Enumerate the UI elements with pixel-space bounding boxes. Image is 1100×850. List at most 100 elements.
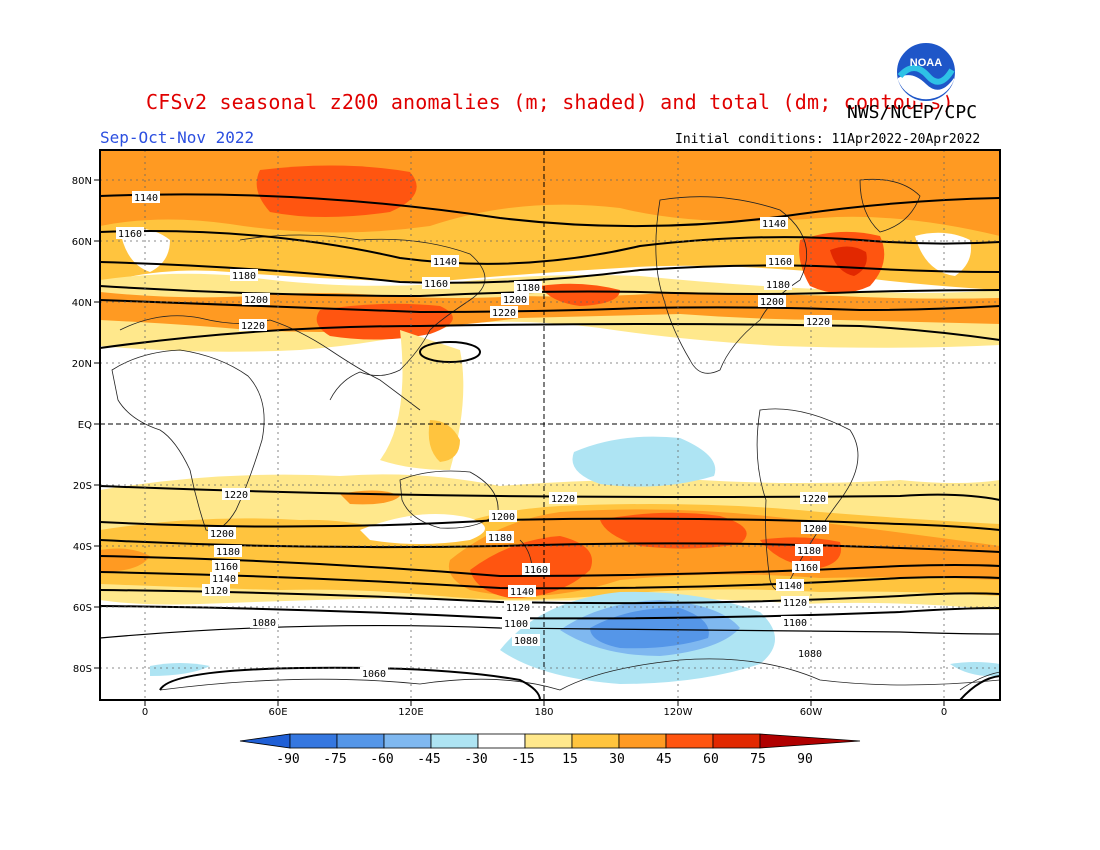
contour-label: 1200 xyxy=(503,295,527,306)
contour-label: 1180 xyxy=(516,283,540,294)
contour-label: 1160 xyxy=(118,229,142,240)
colorbar-high-arrow xyxy=(759,733,861,749)
colorbar-segment xyxy=(618,733,667,749)
contour-label-bg xyxy=(208,527,236,539)
contour-label-bg xyxy=(764,278,792,290)
colorbar-tick-label: 30 xyxy=(609,752,625,767)
contour-label: 1160 xyxy=(214,562,238,573)
contour-label: 1100 xyxy=(783,618,807,629)
map-frame xyxy=(99,149,1001,701)
map-title: CFSv2 seasonal z200 anomalies (m; shaded… xyxy=(146,90,954,114)
colorbar-segment xyxy=(430,733,479,749)
colorbar-segment xyxy=(571,733,620,749)
contour-label-bg xyxy=(800,492,828,504)
colorbar-tick-label: 90 xyxy=(797,752,813,767)
contour-label: 1080 xyxy=(798,649,822,660)
contour-label: 1180 xyxy=(766,280,790,291)
lon-tick-label: 120E xyxy=(398,707,423,718)
lat-tick-label: 80S xyxy=(73,664,92,675)
colorbar-segment xyxy=(665,733,714,749)
contour-label: 1080 xyxy=(514,636,538,647)
contour-label: 1120 xyxy=(204,586,228,597)
contour-label: 1160 xyxy=(524,565,548,576)
contour-label: 1220 xyxy=(806,317,830,328)
contour-label: 1080 xyxy=(252,618,276,629)
contour-label-bg xyxy=(781,616,809,628)
colorbar-segment xyxy=(477,733,526,749)
contour-label-bg xyxy=(210,572,238,584)
contour-label: 1140 xyxy=(433,257,457,268)
contour-label-bg xyxy=(504,601,532,613)
contour-label: 1200 xyxy=(760,297,784,308)
lat-tick-label: EQ xyxy=(78,420,92,431)
contour-label: 1200 xyxy=(803,524,827,535)
lat-tick-label: 60N xyxy=(72,237,92,248)
contour-label: 1200 xyxy=(491,512,515,523)
contour-label-bg xyxy=(508,585,536,597)
longitude-ticks: 0 60E 120E 180 120W 60W 0 xyxy=(142,700,947,718)
contour-label: 1180 xyxy=(797,546,821,557)
contour-label-bg xyxy=(116,227,144,239)
lat-tick-label: 80N xyxy=(72,176,92,187)
contour-label: 1140 xyxy=(510,587,534,598)
contour-label-bg xyxy=(132,191,160,203)
contour-label-bg xyxy=(486,531,514,543)
colorbar-segment xyxy=(289,733,338,749)
contour-label: 1120 xyxy=(783,598,807,609)
lon-tick-label: 60W xyxy=(800,707,823,718)
contour-label: 1140 xyxy=(134,193,158,204)
initial-conditions-label: Initial conditions: 11Apr2022-20Apr2022 xyxy=(675,132,981,147)
contour-label: 1140 xyxy=(762,219,786,230)
lat-tick-label: 40S xyxy=(73,542,92,553)
colorbar-segment xyxy=(712,733,761,749)
colorbar-tick-label: 45 xyxy=(656,752,672,767)
contour-label-bg xyxy=(760,217,788,229)
contour-label-bg xyxy=(792,561,820,573)
contour-label: 1160 xyxy=(768,257,792,268)
contour-label-bg xyxy=(512,634,540,646)
contour-label-bg xyxy=(230,269,258,281)
contour-label-bg xyxy=(781,596,809,608)
colorbar-tick-label: -60 xyxy=(370,752,393,767)
contour-label: 1180 xyxy=(216,547,240,558)
contour-label-bg xyxy=(489,510,517,522)
lon-tick-label: 120W xyxy=(664,707,693,718)
colorbar-tick-label: -30 xyxy=(464,752,487,767)
contour-label-bg xyxy=(758,295,786,307)
contour-label: 1120 xyxy=(506,603,530,614)
colorbar-segment xyxy=(524,733,573,749)
height-contours xyxy=(100,193,1000,700)
contour-label: 1220 xyxy=(551,494,575,505)
contour-label-bg xyxy=(514,281,542,293)
contour-label: 1140 xyxy=(778,581,802,592)
contour-label-bg xyxy=(776,579,804,591)
colorbar-tick-label: 75 xyxy=(750,752,766,767)
svg-text:NOAA: NOAA xyxy=(910,57,942,69)
contour-label-bg xyxy=(212,560,240,572)
contour-label-bg xyxy=(502,617,530,629)
contour-label: 1160 xyxy=(794,563,818,574)
contour-label: 1220 xyxy=(802,494,826,505)
contour-label-bg xyxy=(801,522,829,534)
contour-label-bg xyxy=(242,293,270,305)
lon-tick-label: 0 xyxy=(142,707,148,718)
lat-tick-label: 60S xyxy=(73,603,92,614)
colorbar-segment xyxy=(336,733,385,749)
contour-label: 1060 xyxy=(362,669,386,680)
lat-tick-label: 40N xyxy=(72,298,92,309)
contour-label-bg xyxy=(250,616,278,628)
contour-label-bg xyxy=(804,315,832,327)
coastlines xyxy=(111,179,1000,691)
contour-label: 1180 xyxy=(232,271,256,282)
contour-label: 1220 xyxy=(241,321,265,332)
contour-label-bg xyxy=(422,277,450,289)
lat-tick-label: 20S xyxy=(73,481,92,492)
latitude-ticks: 80N 60N 40N 20N EQ 20S 40S 60S 80S xyxy=(72,176,100,675)
colorbar-tick-label: -15 xyxy=(511,752,534,767)
contour-label-bg xyxy=(222,488,250,500)
lat-lon-grid xyxy=(100,150,1000,700)
lon-tick-label: 0 xyxy=(941,707,947,718)
